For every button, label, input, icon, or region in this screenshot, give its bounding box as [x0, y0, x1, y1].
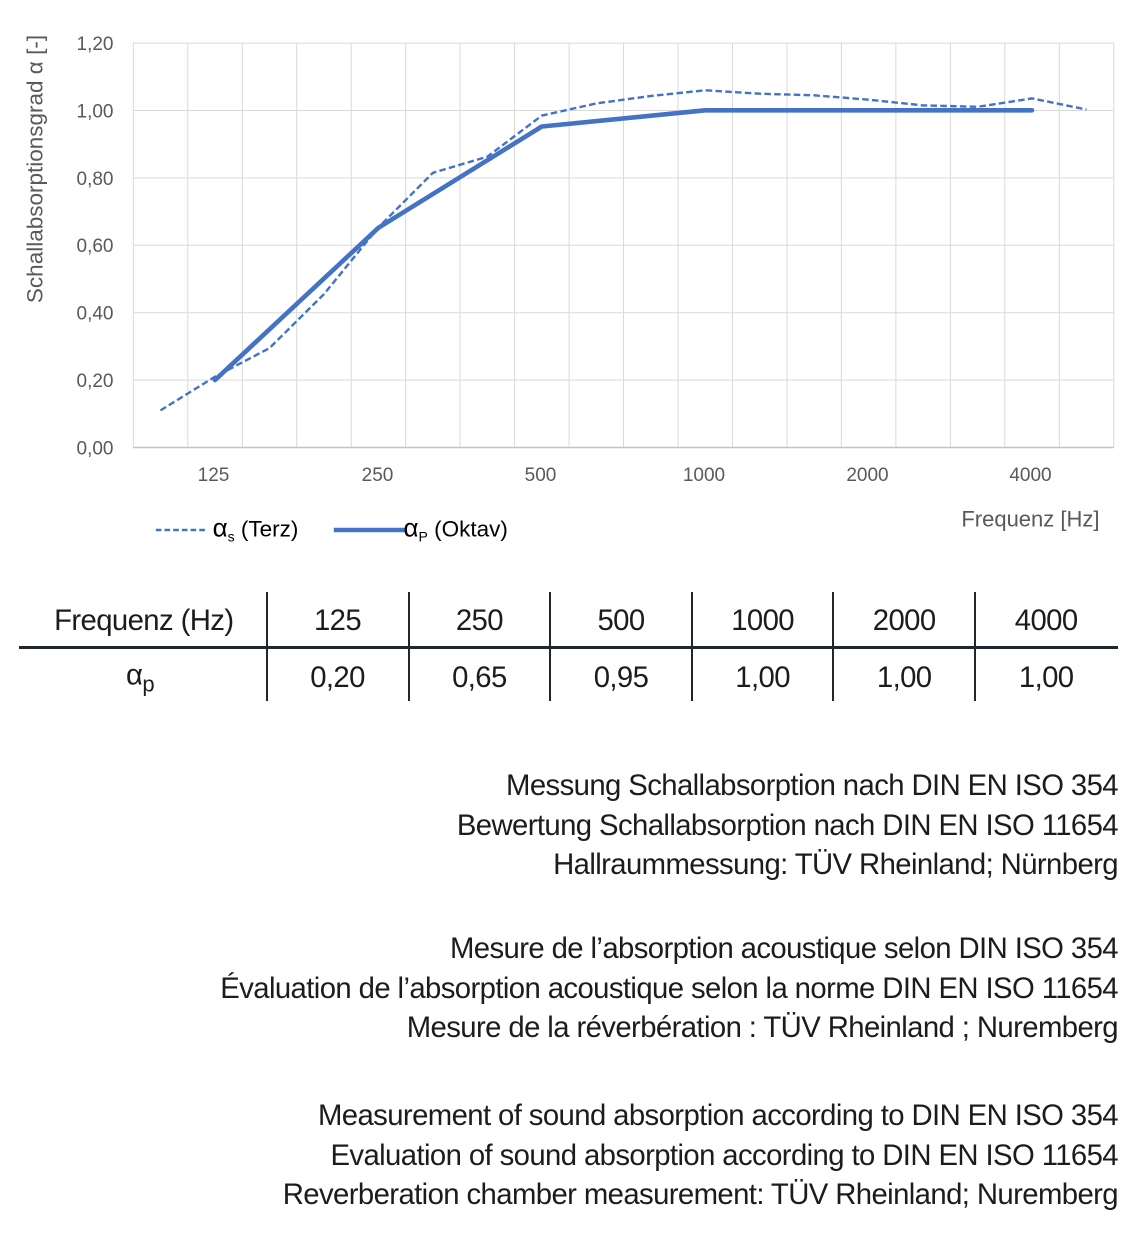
svg-text:1000: 1000: [683, 465, 725, 486]
svg-text:0,60: 0,60: [77, 236, 114, 257]
svg-text:1,00: 1,00: [77, 101, 114, 122]
svg-text:250: 250: [362, 465, 394, 486]
svg-text:0,80: 0,80: [77, 169, 114, 190]
svg-text:0,40: 0,40: [77, 304, 114, 325]
svg-text:0,20: 0,20: [77, 371, 114, 392]
svg-text:0,00: 0,00: [77, 438, 114, 459]
svg-text:125: 125: [198, 465, 230, 486]
svg-text:4000: 4000: [1009, 465, 1051, 486]
svg-text:αs (Terz): αs (Terz): [213, 513, 299, 545]
svg-text:Frequenz [Hz]: Frequenz [Hz]: [961, 507, 1099, 532]
svg-text:1,20: 1,20: [77, 34, 114, 55]
svg-text:αP (Oktav): αP (Oktav): [404, 513, 508, 545]
svg-text:Schallabsorptionsgrad α [-]: Schallabsorptionsgrad α [-]: [23, 35, 48, 303]
svg-text:500: 500: [525, 465, 557, 486]
svg-text:2000: 2000: [846, 465, 888, 486]
